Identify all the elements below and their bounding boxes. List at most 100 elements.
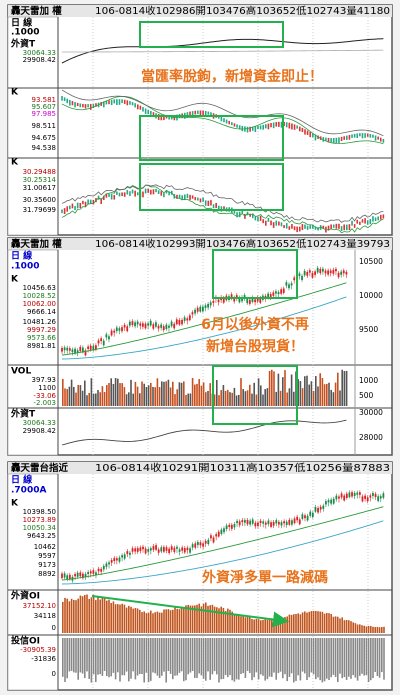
side-label: 8892 xyxy=(38,570,56,578)
bar xyxy=(189,605,192,633)
bar xyxy=(117,604,119,633)
bar xyxy=(297,379,299,406)
candle xyxy=(183,548,186,553)
bar xyxy=(68,601,71,633)
bar xyxy=(103,391,106,406)
candle xyxy=(220,529,223,534)
candle xyxy=(293,124,296,130)
candle xyxy=(270,522,272,527)
candle xyxy=(139,323,142,326)
bar xyxy=(383,638,385,680)
bar xyxy=(150,610,152,633)
bar xyxy=(312,610,315,633)
ma-line xyxy=(61,95,384,145)
annotation: 當匯率脫鉤，新增資金即止！ xyxy=(141,68,323,85)
candle xyxy=(123,192,126,197)
candle xyxy=(254,299,256,303)
side-label: K xyxy=(11,88,19,98)
candle xyxy=(259,297,262,303)
bar xyxy=(238,638,240,680)
candle xyxy=(340,136,343,142)
candle xyxy=(304,129,306,135)
candle xyxy=(330,224,332,230)
candle xyxy=(131,102,134,106)
candle xyxy=(157,325,160,329)
bar xyxy=(231,611,233,633)
bar xyxy=(64,597,66,633)
candle xyxy=(272,222,275,228)
bar xyxy=(284,370,286,406)
bar xyxy=(112,601,115,633)
candle xyxy=(332,138,335,143)
bar xyxy=(354,638,357,678)
bar xyxy=(319,611,321,633)
bar xyxy=(97,638,99,675)
candle xyxy=(163,115,165,121)
bar xyxy=(178,638,181,673)
candle xyxy=(82,103,84,108)
candle xyxy=(194,110,197,115)
candle xyxy=(134,103,136,108)
candle xyxy=(149,320,152,326)
candle xyxy=(342,270,345,274)
bar xyxy=(172,638,174,680)
bar xyxy=(99,392,101,406)
side-label: 10462 xyxy=(34,543,56,551)
bar xyxy=(323,384,326,406)
bar xyxy=(315,376,317,406)
bar xyxy=(95,600,97,633)
bar xyxy=(79,595,82,633)
candle xyxy=(191,195,194,199)
candle xyxy=(293,277,296,281)
candle xyxy=(84,104,87,109)
side-label: VOL xyxy=(11,367,31,377)
bar xyxy=(90,378,93,406)
candle xyxy=(254,522,257,527)
bar xyxy=(213,638,216,672)
candle xyxy=(74,206,76,211)
bar xyxy=(156,378,159,406)
bar xyxy=(339,638,341,674)
bar xyxy=(101,386,104,406)
bar xyxy=(279,616,282,633)
candle xyxy=(301,275,303,280)
candle xyxy=(129,552,131,555)
bar xyxy=(238,615,240,633)
candle xyxy=(379,496,382,499)
candle xyxy=(303,270,306,276)
side-label: -31836 xyxy=(31,655,56,663)
left-column xyxy=(7,249,59,456)
bar xyxy=(79,385,82,406)
bar xyxy=(253,638,255,678)
candle xyxy=(372,134,374,138)
panel-title: 轟天雷加 權 xyxy=(11,238,62,250)
candle xyxy=(337,272,340,278)
candle xyxy=(186,193,189,199)
bar xyxy=(156,611,159,633)
candle xyxy=(186,112,189,118)
candle xyxy=(66,206,69,212)
bar xyxy=(180,382,183,406)
bar xyxy=(169,638,172,674)
candle xyxy=(199,198,202,203)
bar xyxy=(176,389,178,406)
highlight-box xyxy=(139,115,284,161)
bar xyxy=(136,638,139,676)
right-axis-label: 9500 xyxy=(359,325,378,334)
bar xyxy=(220,390,222,406)
bar xyxy=(290,374,293,406)
candle xyxy=(288,519,291,525)
bar xyxy=(141,612,143,633)
candle xyxy=(379,137,382,142)
bar xyxy=(95,393,97,406)
candle xyxy=(238,211,241,218)
bar xyxy=(123,604,126,633)
bar xyxy=(106,638,108,677)
bar xyxy=(196,383,198,406)
candle xyxy=(84,201,87,207)
candle xyxy=(61,96,63,101)
bar xyxy=(222,638,225,679)
bar xyxy=(92,594,95,633)
bar xyxy=(209,638,211,680)
candle xyxy=(152,324,155,329)
